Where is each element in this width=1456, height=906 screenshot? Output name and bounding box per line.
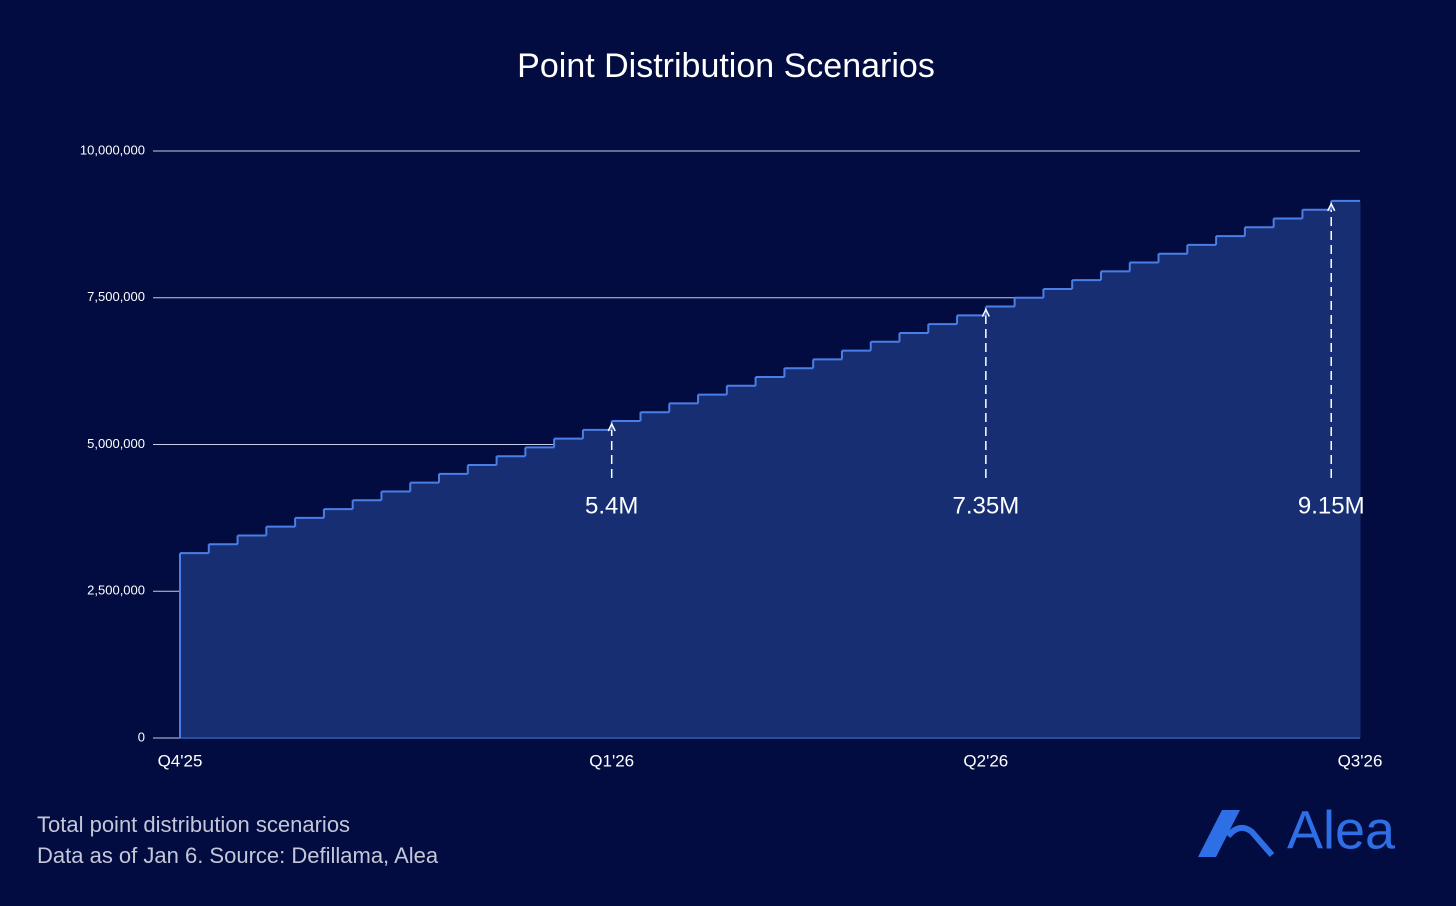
- y-tick-label: 2,500,000: [87, 583, 145, 598]
- area-step: [582, 429, 613, 738]
- y-tick-label: 5,000,000: [87, 436, 145, 451]
- plot: 0 2,500,000 5,000,000 7,500,000 10,000,000 Q4…: [80, 142, 1383, 770]
- y-tick-label: 0: [138, 729, 145, 744]
- area-step: [640, 412, 670, 738]
- area-step: [1072, 280, 1102, 738]
- area-step: [496, 456, 526, 738]
- source: Data as of Jan 6. Source: Defillama, Ale…: [37, 843, 439, 868]
- area-step: [957, 315, 987, 738]
- area-step: [410, 482, 440, 738]
- area-step: [813, 359, 843, 738]
- area-step: [381, 491, 411, 738]
- area-step: [611, 421, 641, 738]
- annotation-label: 9.15M: [1298, 492, 1365, 519]
- area-step: [1216, 236, 1246, 739]
- area-step: [755, 376, 785, 738]
- logo-icon: [1225, 824, 1275, 857]
- area-step: [985, 306, 1016, 738]
- x-tick-label: Q1'26: [589, 751, 634, 770]
- annotation-label: 7.35M: [953, 492, 1020, 519]
- area-step: [1273, 218, 1303, 738]
- area-step: [1129, 262, 1160, 738]
- area-step: [870, 341, 901, 738]
- area-step: [266, 526, 296, 738]
- area-step: [295, 517, 325, 738]
- x-tick-label: Q2'26: [963, 751, 1008, 770]
- area-step: [352, 500, 382, 738]
- logo-text: Alea: [1287, 800, 1396, 860]
- area-step: [525, 447, 555, 738]
- area-step: [1158, 253, 1188, 738]
- x-tick-label: Q4'25: [158, 751, 203, 770]
- area-step: [841, 350, 872, 738]
- logo-icon: [1198, 810, 1240, 857]
- area-step: [467, 465, 498, 738]
- arrow-head: [607, 422, 616, 432]
- area-step: [1302, 209, 1332, 738]
- caption: Total point distribution scenarios: [37, 812, 350, 837]
- area-step: [928, 324, 958, 738]
- area-step: [1331, 200, 1361, 738]
- arrow-head: [1327, 202, 1336, 212]
- logo: Alea: [1198, 800, 1396, 860]
- area-step: [899, 332, 929, 738]
- area-step: [323, 509, 354, 738]
- annotation-label: 5.4M: [585, 492, 638, 519]
- area-step: [208, 544, 239, 738]
- area-step: [1187, 244, 1217, 739]
- area-step: [237, 535, 267, 738]
- area-step: [698, 394, 728, 738]
- chart-title: Point Distribution Scenarios: [517, 47, 935, 85]
- y-tick-label: 10,000,000: [80, 142, 145, 157]
- area-step: [1043, 288, 1073, 738]
- area-step: [554, 438, 584, 738]
- area-step: [180, 553, 210, 738]
- area-step: [1244, 227, 1275, 738]
- arrow-head: [981, 307, 991, 317]
- area-step: [1100, 271, 1131, 738]
- area-step: [726, 385, 757, 738]
- area-step: [1014, 297, 1044, 738]
- area-step: [439, 473, 469, 738]
- y-tick-label: 7,500,000: [87, 289, 145, 304]
- area-step: [669, 403, 699, 738]
- x-tick-label: Q3'26: [1338, 751, 1383, 770]
- area-step: [784, 368, 814, 738]
